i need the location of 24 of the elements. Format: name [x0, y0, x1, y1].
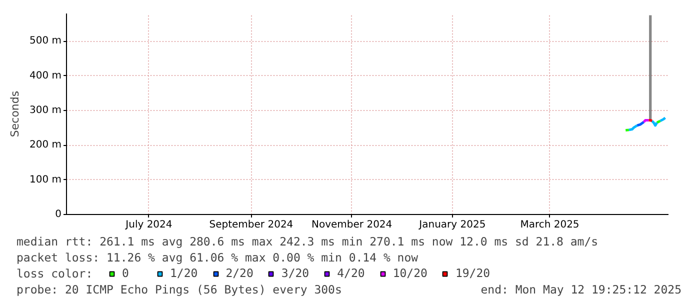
y-tick-label: 100 m — [29, 174, 62, 186]
legend-title: loss color: — [16, 266, 93, 280]
text: probe: 20 ICMP Echo Pings (56 Bytes) every 300s — [16, 282, 342, 296]
text: median rtt: 261.1 ms avg 280.6 ms max 242.3 ms min 270.1 ms now 12.0 ms sd 21.8 am/s — [16, 234, 598, 248]
y-tick-label: 0 — [55, 209, 62, 220]
x-tick-label: July 2024 — [124, 220, 172, 230]
y-tick-label: 300 m — [29, 105, 62, 116]
y-tick-label: 400 m — [29, 70, 62, 82]
legend-label: 2/20 — [226, 266, 254, 280]
x-tick-label: March 2025 — [520, 220, 580, 230]
legend-label: 3/20 — [281, 266, 310, 280]
legend-label: 10/20 — [392, 266, 428, 280]
text: end: Mon May 12 19:25:12 2025 — [480, 282, 682, 296]
y-tick-label: 500 m — [29, 36, 62, 47]
y-tick-label: 200 m — [29, 140, 62, 151]
x-tick-label: September 2024 — [209, 220, 294, 230]
legend-label: 1/20 — [170, 266, 198, 280]
x-tick-label: November 2024 — [312, 220, 392, 230]
legend-label: 0 — [122, 266, 130, 280]
legend-label: 4/20 — [337, 266, 365, 280]
y-axis-title: Seconds — [8, 90, 22, 138]
text: packet loss: 11.26 % avg 61.06 % max 0.00 % min 0.14 % now — [16, 250, 418, 264]
legend-label: 19/20 — [455, 266, 490, 280]
x-tick-label: January 2025 — [418, 220, 486, 230]
